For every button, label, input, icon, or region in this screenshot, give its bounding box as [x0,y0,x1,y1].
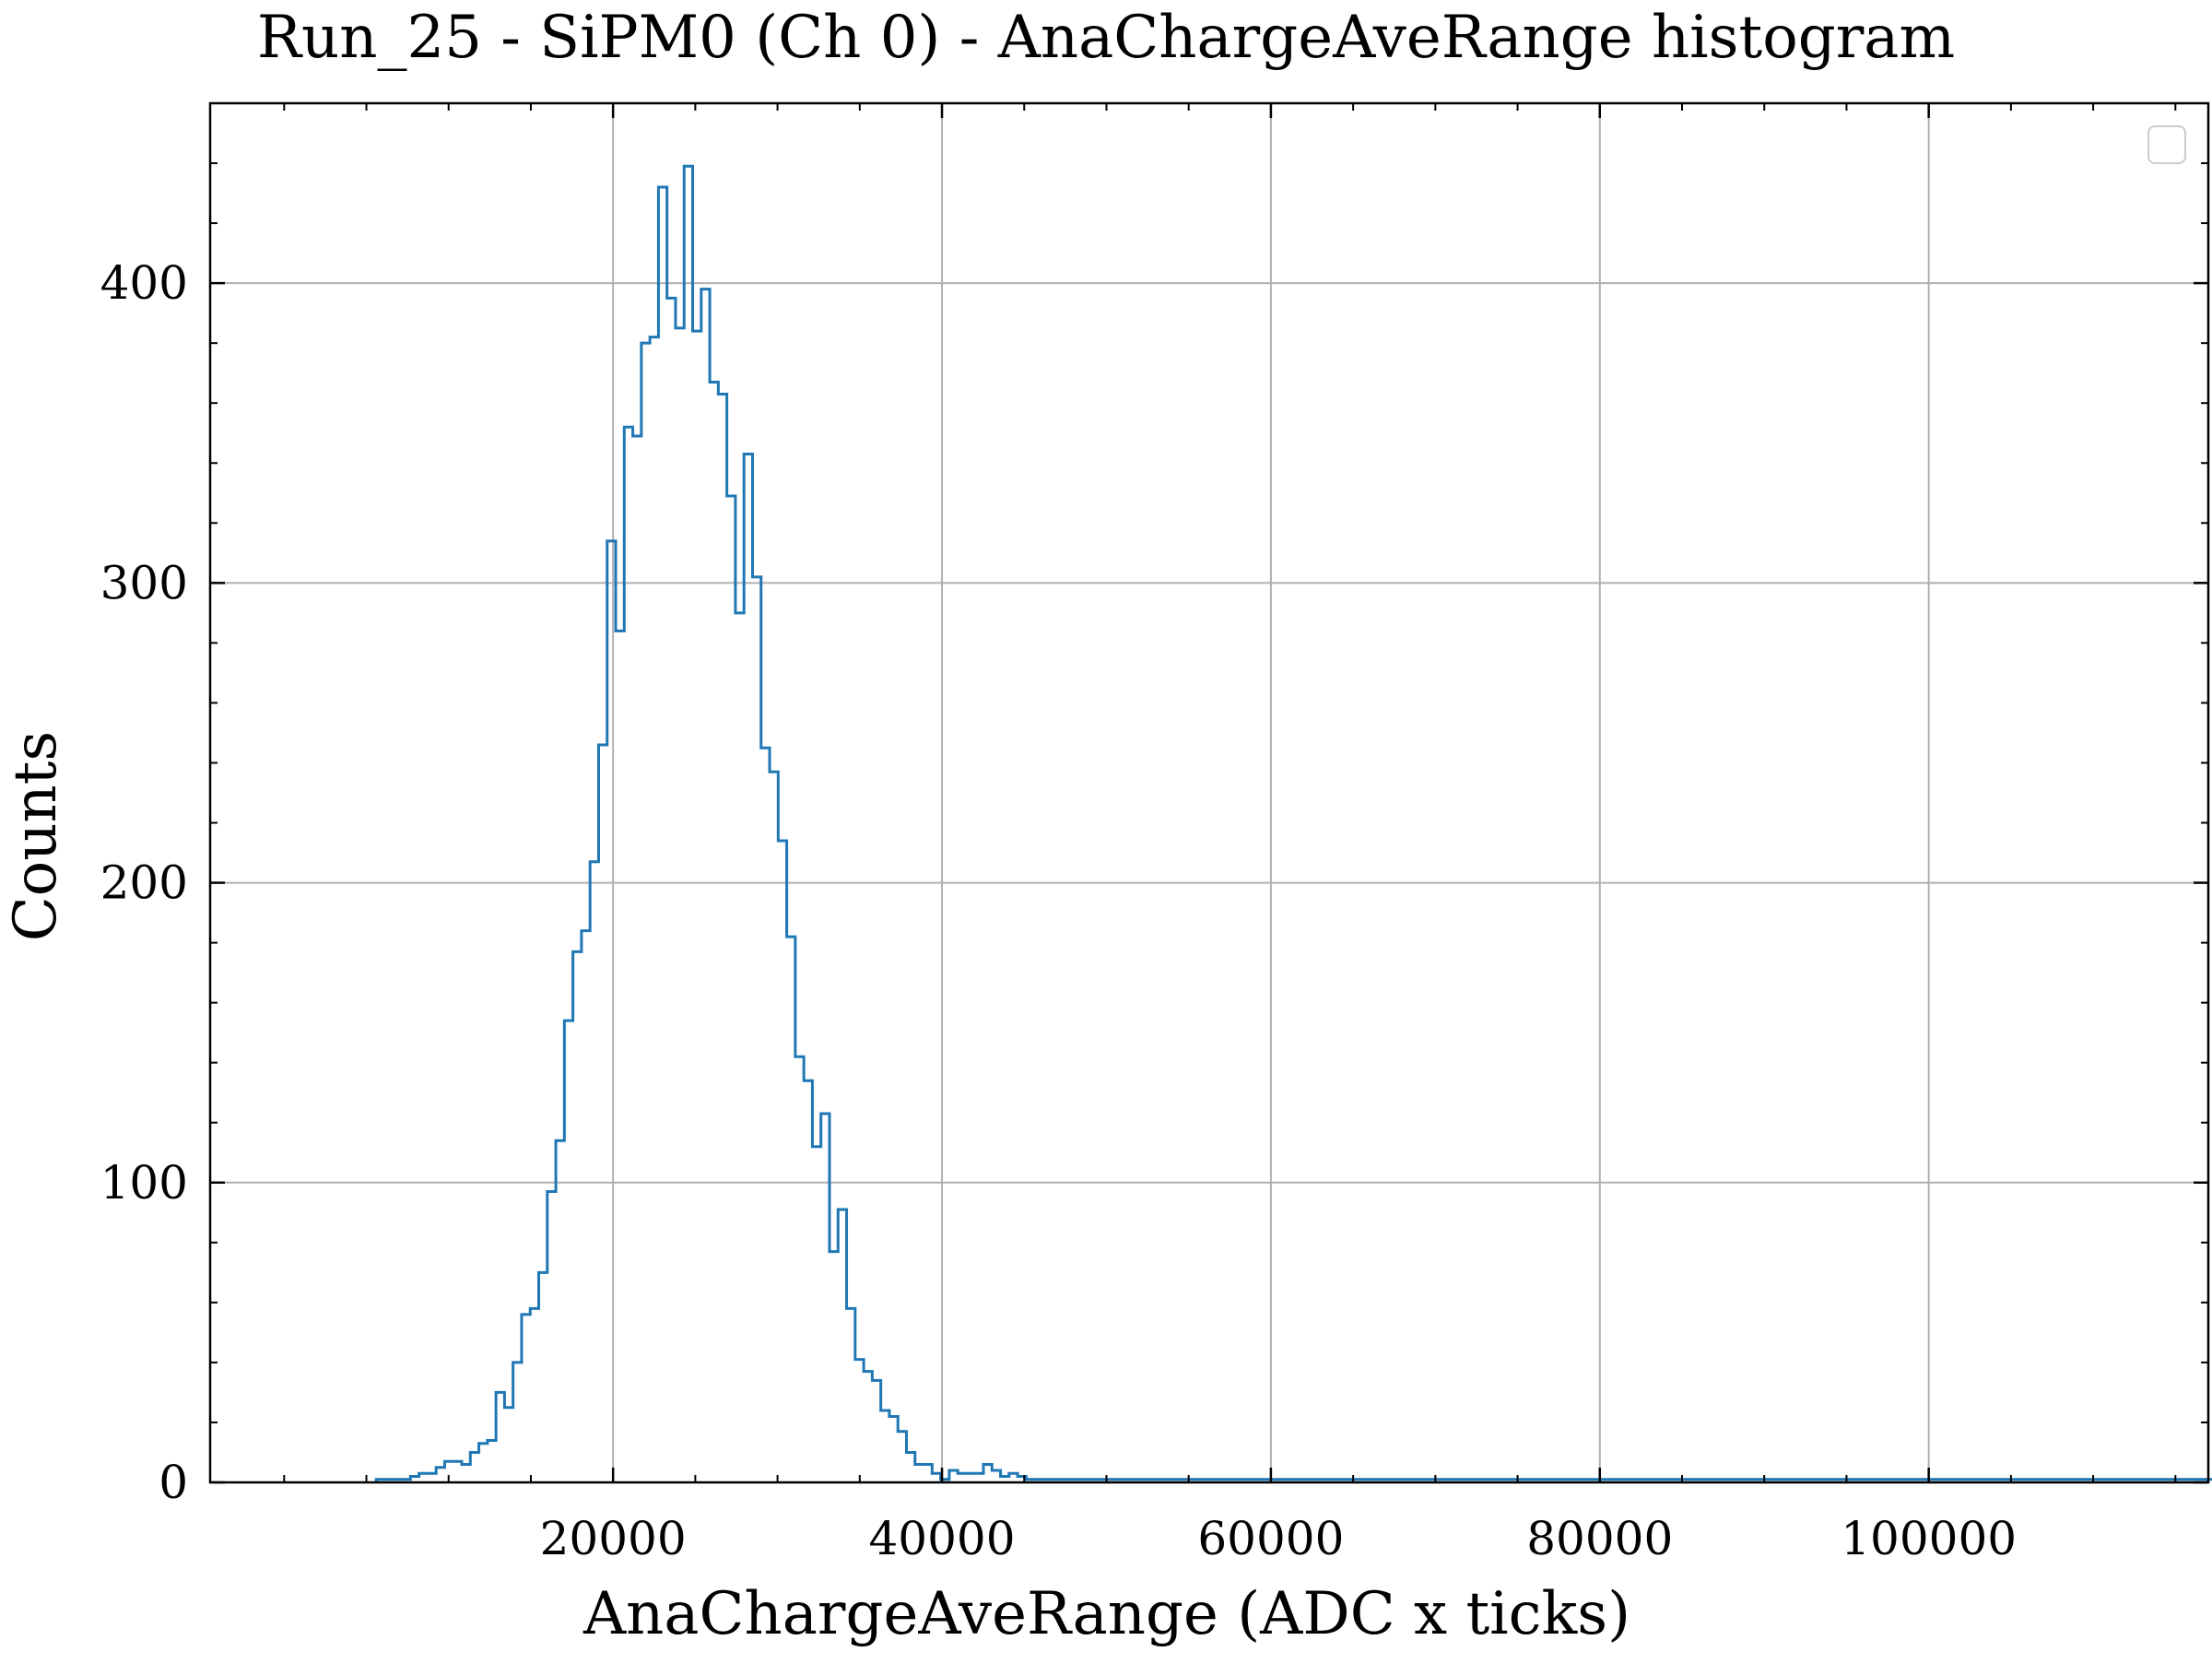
plot-area [210,103,2208,1482]
y-tick-label: 100 [100,1156,188,1210]
histogram-series-line [374,164,2212,1482]
y-tick-labels: 0 100 200 300 400 [100,256,188,1509]
y-tick-label: 300 [100,556,188,609]
y-tick-label: 400 [100,256,188,310]
y-axis-label: Counts [2,731,70,942]
x-tick-label: 20000 [540,1512,687,1565]
grid-lines [210,103,2208,1482]
x-axis-label: AnaChargeAveRange (ADC x ticks) [582,1580,1630,1648]
chart-title: Run_25 - SiPM0 (Ch 0) - AnaChargeAveRang… [257,4,1955,72]
x-tick-labels: 20000 40000 60000 80000 100000 [540,1512,2017,1565]
legend-box [2147,125,2186,164]
x-tick-label: 40000 [869,1512,1016,1565]
x-tick-label: 60000 [1197,1512,1344,1565]
x-tick-label: 100000 [1841,1512,2017,1565]
y-tick-label: 0 [159,1456,188,1509]
y-tick-label: 200 [100,856,188,910]
plot-frame [208,101,2210,1484]
axis-ticks [210,103,2208,1484]
x-tick-label: 80000 [1526,1512,1673,1565]
